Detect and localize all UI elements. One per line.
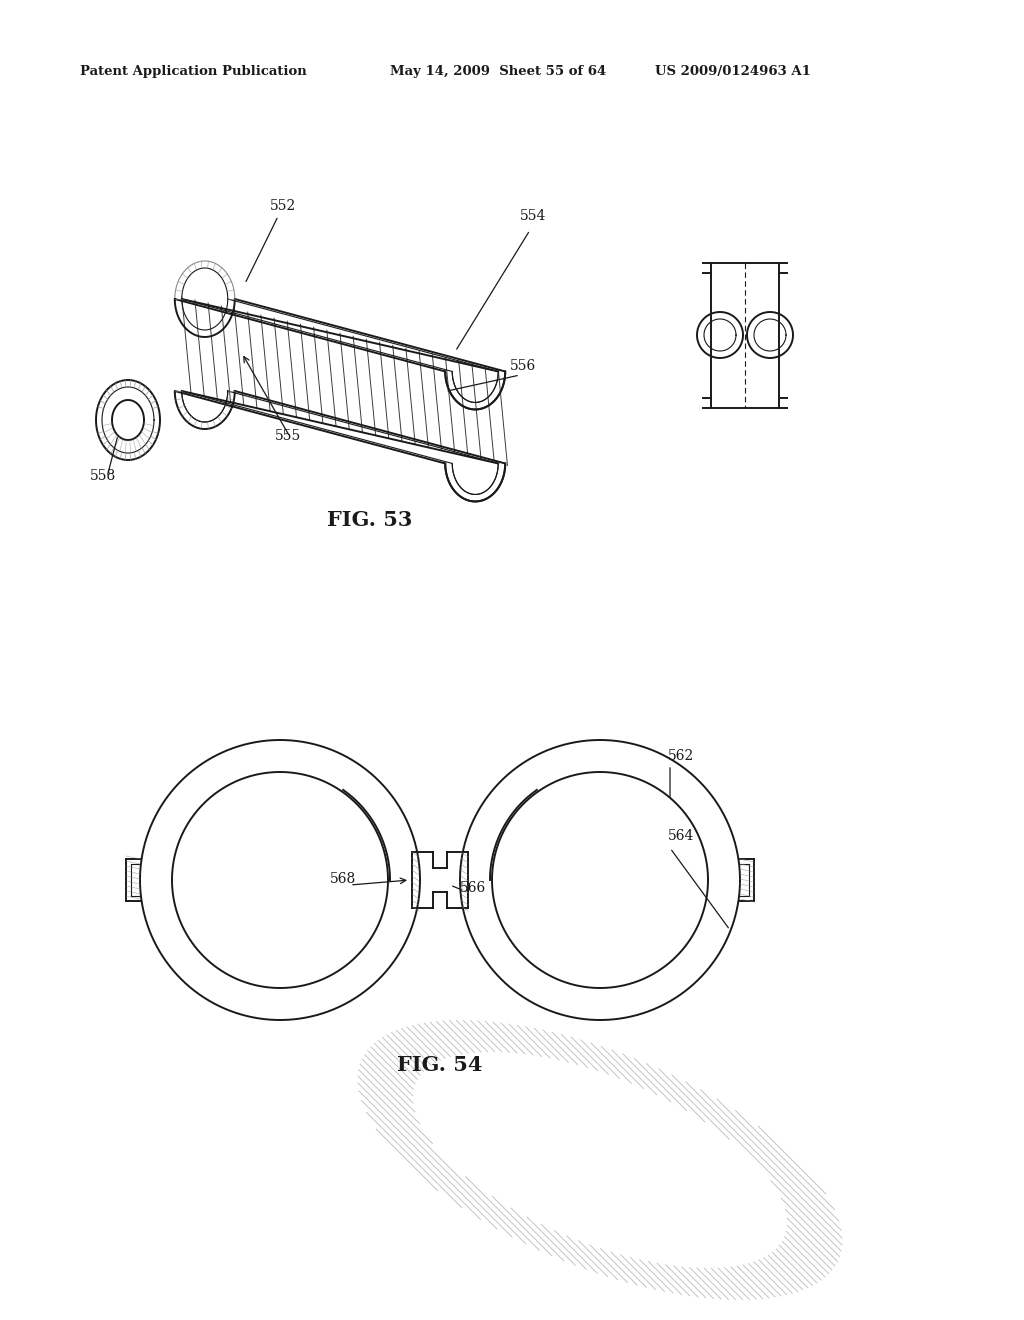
Text: 552: 552 [246, 199, 296, 281]
Text: 554: 554 [520, 209, 547, 223]
Text: Patent Application Publication: Patent Application Publication [80, 66, 307, 78]
Text: 564: 564 [668, 829, 694, 843]
Text: US 2009/0124963 A1: US 2009/0124963 A1 [655, 66, 811, 78]
Text: FIG. 54: FIG. 54 [397, 1055, 482, 1074]
FancyBboxPatch shape [711, 263, 779, 408]
Text: 568: 568 [330, 873, 356, 886]
Text: 556: 556 [510, 359, 537, 374]
Text: FIG. 53: FIG. 53 [328, 510, 413, 531]
Text: 566: 566 [460, 880, 486, 895]
Text: May 14, 2009  Sheet 55 of 64: May 14, 2009 Sheet 55 of 64 [390, 66, 606, 78]
Text: 555: 555 [275, 429, 301, 444]
Text: 558: 558 [90, 469, 117, 483]
Text: 562: 562 [668, 748, 694, 763]
